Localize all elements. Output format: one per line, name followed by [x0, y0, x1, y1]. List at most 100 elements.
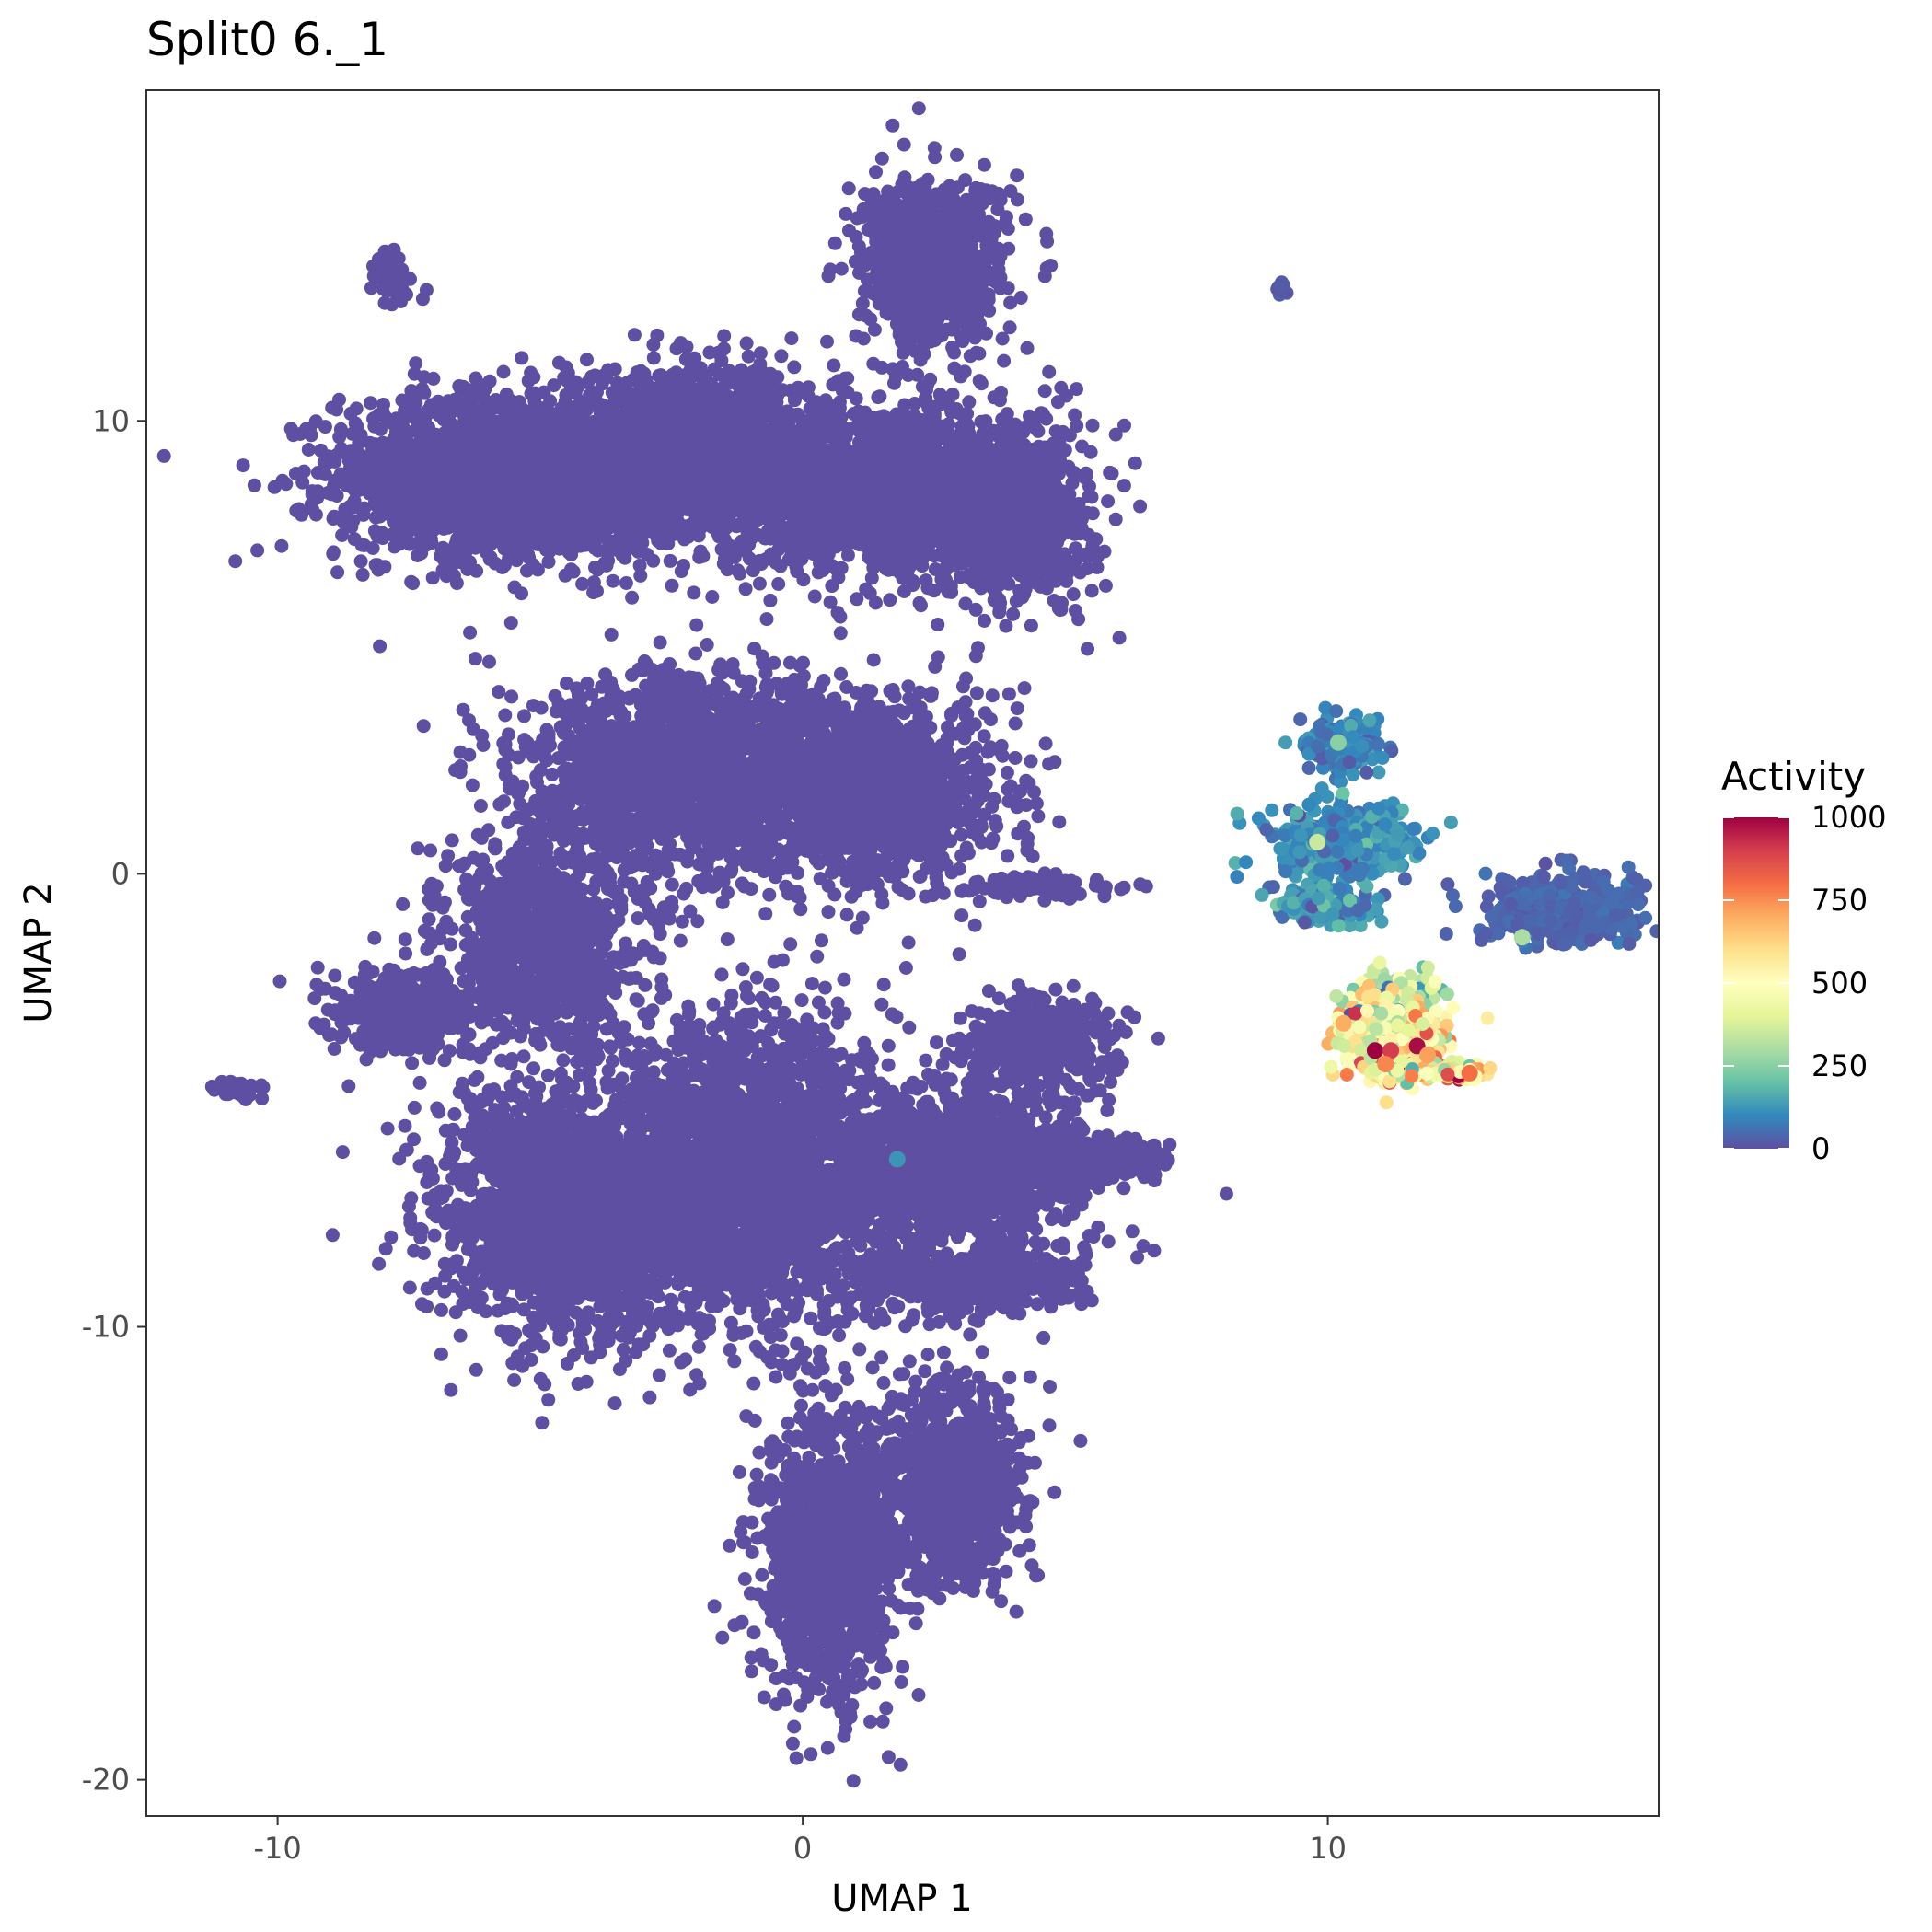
data-point: [454, 489, 468, 503]
data-point: [574, 468, 588, 481]
data-point: [753, 554, 767, 568]
data-point: [332, 430, 346, 444]
data-point: [568, 435, 582, 449]
data-point: [727, 399, 741, 413]
data-point: [698, 446, 711, 460]
data-point: [455, 503, 469, 516]
data-point: [377, 560, 391, 573]
data-point: [452, 379, 466, 393]
data-point: [328, 510, 341, 524]
data-point: [767, 372, 781, 386]
data-point: [710, 399, 723, 412]
data-point: [250, 543, 264, 557]
data-point: [710, 525, 723, 538]
data-point: [840, 372, 854, 386]
data-point: [480, 399, 494, 413]
data-point: [274, 539, 288, 553]
data-point: [402, 538, 416, 551]
data-point: [620, 505, 634, 519]
data-point: [779, 434, 792, 448]
data-point: [459, 530, 473, 544]
data-point: [739, 582, 753, 596]
data-point: [715, 542, 729, 556]
data-point: [662, 515, 676, 529]
data-point: [476, 520, 490, 534]
data-point: [702, 346, 716, 360]
data-point: [515, 351, 528, 364]
data-point: [354, 554, 368, 568]
data-point: [808, 590, 822, 604]
data-point: [422, 421, 435, 434]
data-point: [512, 471, 526, 485]
data-point: [387, 464, 400, 478]
data-point: [575, 577, 589, 591]
data-point: [552, 419, 566, 433]
data-point: [580, 353, 594, 366]
data-point: [403, 450, 417, 464]
data-point: [340, 479, 353, 492]
data-point: [558, 541, 572, 555]
data-point: [784, 331, 798, 345]
data-point: [677, 421, 691, 434]
data-point: [692, 528, 706, 542]
data-point: [646, 338, 660, 352]
data-point: [541, 433, 555, 446]
data-point: [157, 449, 171, 463]
data-point: [532, 518, 546, 532]
data-point: [306, 503, 319, 516]
data-point: [450, 576, 464, 590]
data-point: [452, 397, 466, 411]
data-point: [395, 394, 409, 408]
data-point: [827, 359, 840, 373]
data-point: [713, 503, 727, 517]
data-point: [677, 434, 691, 448]
data-point: [488, 449, 502, 463]
data-point: [573, 515, 587, 528]
data-point: [690, 481, 704, 495]
data-point: [753, 577, 767, 591]
data-point: [459, 474, 473, 488]
data-point: [460, 562, 474, 576]
data-point: [416, 434, 430, 447]
data-point: [717, 330, 731, 343]
data-point: [408, 479, 422, 492]
data-point: [446, 462, 460, 476]
data-point: [318, 468, 332, 481]
data-point: [820, 335, 834, 349]
data-point: [612, 421, 626, 434]
data-point: [356, 568, 370, 582]
data-point: [302, 443, 316, 457]
data-point: [607, 574, 620, 588]
data-point: [525, 387, 538, 400]
data-point: [579, 450, 593, 464]
data-point: [646, 554, 660, 568]
data-point: [746, 365, 759, 379]
data-point: [644, 407, 658, 421]
data-point: [548, 479, 561, 492]
data-point: [365, 448, 379, 462]
data-point: [492, 508, 505, 522]
data-point: [385, 509, 399, 523]
data-point: [497, 365, 511, 379]
data-point: [228, 554, 242, 568]
data-point: [631, 447, 644, 461]
data-point: [763, 594, 777, 607]
data-point: [495, 483, 509, 497]
data-point: [600, 517, 614, 531]
scatter-points: [157, 101, 1690, 1787]
data-point: [740, 518, 754, 532]
data-point: [479, 479, 492, 492]
data-point: [371, 408, 385, 422]
data-point: [725, 417, 739, 431]
data-point: [342, 454, 356, 468]
data-point: [669, 365, 683, 379]
data-point: [603, 407, 617, 421]
data-point: [488, 430, 502, 444]
data-point: [771, 577, 785, 591]
data-point: [598, 530, 612, 544]
data-point: [503, 501, 517, 515]
data-point: [568, 422, 582, 435]
data-point: [561, 366, 575, 380]
data-point: [754, 346, 768, 360]
